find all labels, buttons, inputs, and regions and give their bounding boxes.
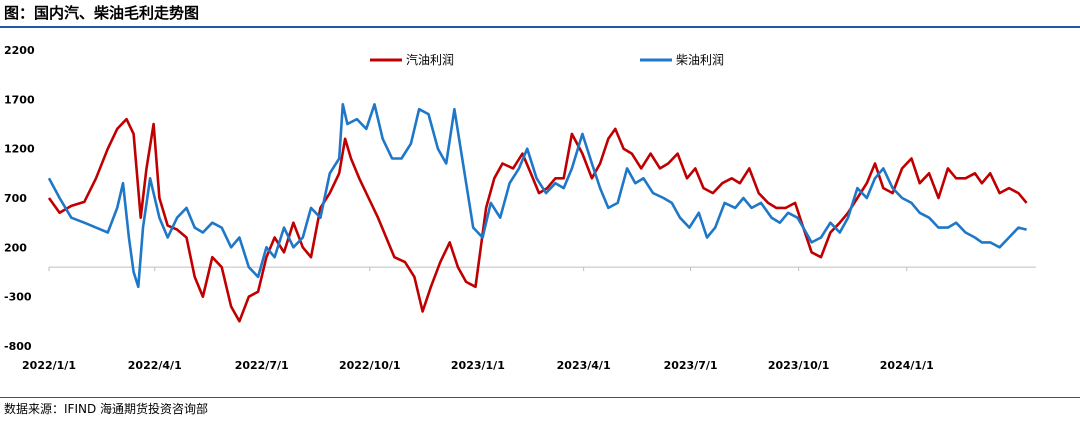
legend-label: 柴油利润 xyxy=(676,53,724,67)
y-tick-label: -800 xyxy=(4,340,32,353)
x-tick-label: 2022/4/1 xyxy=(128,359,182,372)
diesel-profit-line xyxy=(47,103,1027,289)
x-tick-label: 2023/1/1 xyxy=(451,359,505,372)
gasoline-profit-line xyxy=(47,117,1028,323)
x-tick-label: 2023/4/1 xyxy=(557,359,611,372)
x-tick-label: 2024/1/1 xyxy=(880,359,934,372)
title-rule xyxy=(0,26,1080,28)
series-lines xyxy=(47,103,1028,323)
legend-label: 汽油利润 xyxy=(406,52,454,67)
x-axis-ticks: 2022/1/1 2022/4/1 2022/7/1 2022/10/1 2023/1/… xyxy=(22,267,934,372)
y-tick-label: 1200 xyxy=(4,143,35,156)
y-tick-label: 200 xyxy=(4,241,27,254)
y-tick-label: 1700 xyxy=(4,93,35,106)
x-tick-label: 2022/7/1 xyxy=(235,359,289,372)
x-tick-label: 2023/10/1 xyxy=(768,359,830,372)
x-tick-label: 2022/1/1 xyxy=(22,359,76,372)
y-axis-ticks: 2200 1700 1200 700 200 -300 -800 xyxy=(4,44,35,353)
x-tick-label: 2022/10/1 xyxy=(339,359,401,372)
x-tick-label: 2023/7/1 xyxy=(664,359,718,372)
chart-title: 图：国内汽、柴油毛利走势图 xyxy=(4,4,200,22)
y-tick-label: 700 xyxy=(4,192,27,205)
source-note: 数据来源：IFIND 海通期货投资咨询部 xyxy=(4,402,209,416)
y-tick-label: 2200 xyxy=(4,44,35,57)
y-tick-label: -300 xyxy=(4,291,32,304)
source-rule xyxy=(0,397,1080,398)
legend: 汽油利润 柴油利润 xyxy=(370,52,724,67)
